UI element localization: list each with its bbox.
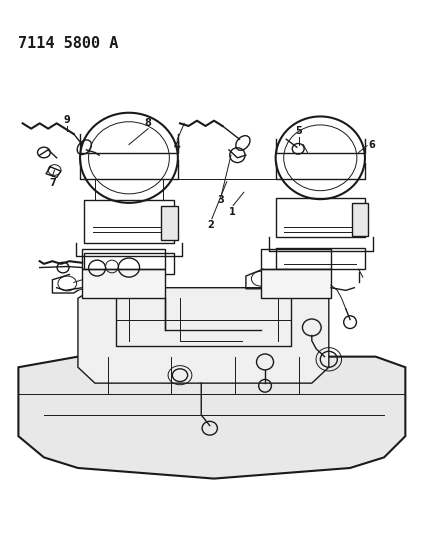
Text: 8: 8 bbox=[145, 118, 152, 127]
FancyBboxPatch shape bbox=[82, 269, 165, 298]
Text: 2: 2 bbox=[208, 220, 214, 230]
Text: 4: 4 bbox=[174, 141, 180, 151]
FancyBboxPatch shape bbox=[261, 269, 331, 298]
Text: 7114 5800 A: 7114 5800 A bbox=[18, 36, 119, 51]
Text: 9: 9 bbox=[64, 115, 71, 125]
Text: 6: 6 bbox=[368, 140, 374, 150]
Text: 5: 5 bbox=[296, 126, 303, 135]
Polygon shape bbox=[78, 288, 329, 383]
Text: 1: 1 bbox=[229, 207, 236, 217]
Text: 3: 3 bbox=[217, 196, 224, 205]
FancyBboxPatch shape bbox=[352, 203, 369, 236]
Text: 7: 7 bbox=[49, 178, 56, 188]
FancyBboxPatch shape bbox=[161, 206, 178, 240]
Polygon shape bbox=[18, 357, 405, 479]
